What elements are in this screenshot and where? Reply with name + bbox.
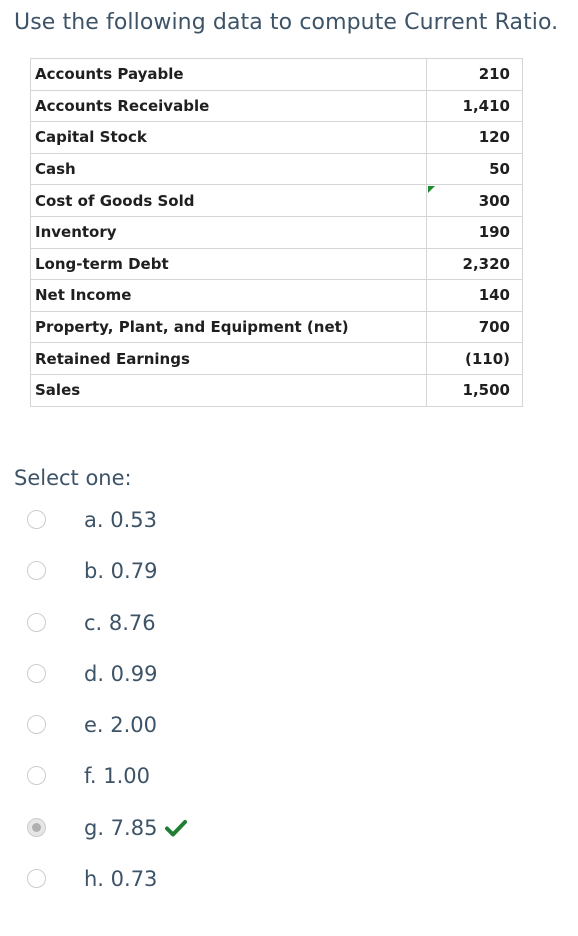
row-label: Accounts Payable — [30, 58, 427, 91]
option-label[interactable]: a. 0.53 — [84, 508, 157, 532]
row-value: 700 — [426, 310, 523, 344]
table-row: Capital Stock 120 — [30, 121, 523, 154]
row-label: Inventory — [30, 215, 427, 249]
row-value-with-flag: 300 — [426, 184, 523, 217]
row-value: 1,410 — [426, 89, 523, 123]
radio-button-h[interactable] — [27, 869, 46, 889]
row-label: Sales — [30, 373, 427, 407]
select-one-label: Select one: — [14, 466, 132, 490]
table-row: Net Income 140 — [30, 279, 523, 312]
row-value: 50 — [426, 152, 523, 186]
table-row: Accounts Receivable 1,410 — [30, 89, 523, 123]
row-label: Long-term Debt — [30, 247, 427, 281]
row-value: 120 — [426, 121, 523, 154]
row-value: 1,500 — [426, 373, 523, 407]
table-row: Property, Plant, and Equipment (net) 700 — [30, 310, 523, 344]
answer-option-e[interactable]: e. 2.00 — [0, 703, 578, 754]
radio-button-f[interactable] — [27, 766, 46, 786]
table-row: Cost of Goods Sold 300 — [30, 184, 523, 217]
row-value: 190 — [426, 215, 523, 249]
table-row: Accounts Payable 210 — [30, 58, 523, 91]
row-value: 2,320 — [426, 247, 523, 281]
table-row: Cash 50 — [30, 152, 523, 186]
table-row: Inventory 190 — [30, 215, 523, 249]
option-label[interactable]: f. 1.00 — [84, 764, 150, 789]
answer-option-f[interactable]: f. 1.00 — [0, 754, 578, 805]
option-label[interactable]: b. 0.79 — [84, 559, 158, 584]
row-label: Property, Plant, and Equipment (net) — [30, 310, 427, 344]
row-value: (110) — [426, 342, 523, 375]
radio-button-b[interactable] — [27, 561, 46, 581]
row-label: Capital Stock — [30, 121, 427, 154]
option-label-with-check[interactable]: g. 7.85 — [84, 815, 188, 842]
radio-button-g-selected[interactable] — [27, 817, 46, 837]
row-label: Retained Earnings — [30, 342, 427, 375]
row-label: Cost of Goods Sold — [30, 184, 427, 217]
answer-option-d[interactable]: d. 0.99 — [0, 652, 578, 703]
radio-button-c[interactable] — [27, 612, 46, 632]
row-value: 300 — [478, 191, 510, 210]
radio-button-a[interactable] — [27, 510, 46, 529]
table-row: Retained Earnings (110) — [30, 342, 523, 375]
row-label: Accounts Receivable — [30, 89, 427, 123]
option-label[interactable]: h. 0.73 — [84, 867, 158, 892]
cell-comment-flag-icon — [428, 186, 435, 194]
answer-option-h[interactable]: h. 0.73 — [0, 857, 578, 908]
option-label[interactable]: c. 8.76 — [84, 610, 156, 635]
option-label[interactable]: g. 7.85 — [84, 815, 158, 840]
table-row: Sales 1,500 — [30, 373, 523, 407]
option-label[interactable]: d. 0.99 — [84, 661, 158, 686]
answer-option-b[interactable]: b. 0.79 — [0, 549, 578, 600]
radio-button-d[interactable] — [27, 663, 46, 683]
radio-button-e[interactable] — [27, 715, 46, 735]
row-label: Cash — [30, 152, 427, 186]
answer-option-c[interactable]: c. 8.76 — [0, 601, 578, 652]
financial-data-table: Accounts Payable 210 Accounts Receivable… — [30, 58, 523, 407]
answer-option-g[interactable]: g. 7.85 — [0, 806, 578, 857]
row-value: 140 — [426, 279, 523, 312]
answer-options: a. 0.53 b. 0.79 c. 8.76 d. 0.99 e. 2.00 … — [0, 498, 578, 908]
question-text: Use the following data to compute Curren… — [14, 10, 559, 35]
table-row: Long-term Debt 2,320 — [30, 247, 523, 281]
check-icon — [165, 818, 188, 842]
row-value: 210 — [426, 58, 523, 91]
row-label: Net Income — [30, 279, 427, 312]
option-label[interactable]: e. 2.00 — [84, 713, 158, 738]
answer-option-a[interactable]: a. 0.53 — [0, 498, 578, 549]
